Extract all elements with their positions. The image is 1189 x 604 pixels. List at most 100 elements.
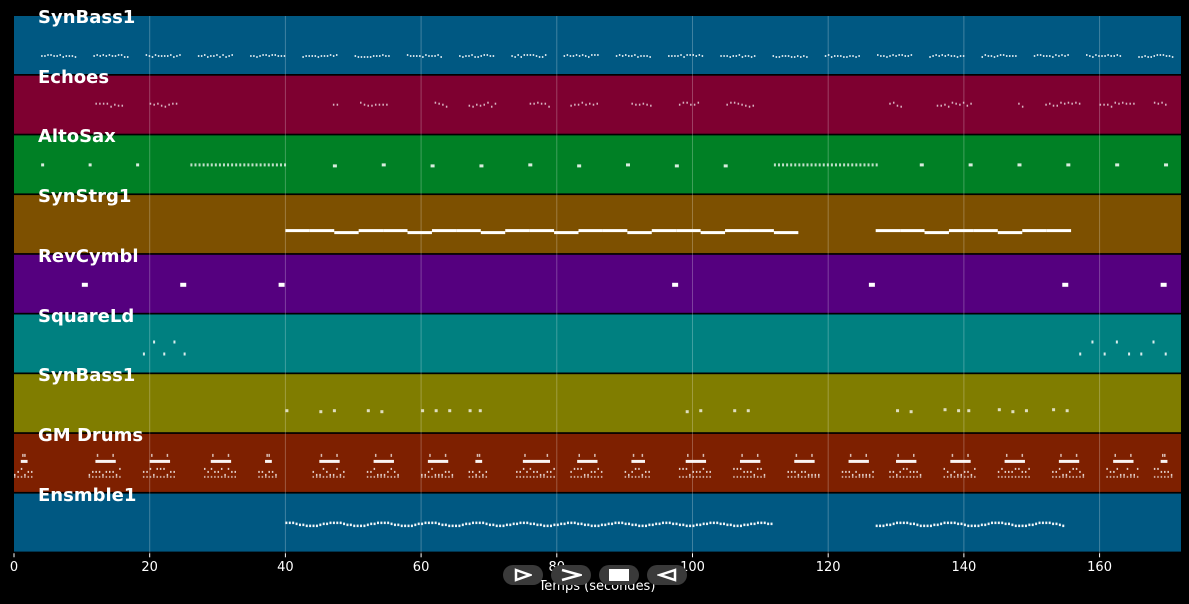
- note: [1079, 470, 1081, 473]
- note: [594, 54, 596, 56]
- note: [675, 522, 678, 526]
- note: [427, 475, 430, 478]
- note: [149, 467, 152, 470]
- note: [539, 475, 542, 478]
- note: [393, 470, 396, 473]
- back-button[interactable]: [647, 565, 687, 585]
- note: [760, 467, 762, 470]
- note: [635, 103, 637, 106]
- note: [393, 523, 396, 527]
- note: [916, 523, 919, 527]
- note: [906, 475, 908, 478]
- track-lane[interactable]: [14, 254, 1181, 313]
- note: [417, 522, 420, 526]
- note: [1160, 282, 1167, 287]
- stop-button[interactable]: [599, 565, 639, 585]
- note: [597, 524, 600, 528]
- note: [322, 467, 325, 470]
- note: [421, 475, 423, 478]
- note: [285, 229, 310, 233]
- note: [834, 163, 837, 167]
- track-lane[interactable]: [14, 314, 1181, 373]
- note: [24, 475, 26, 478]
- x-tick-label: 20: [141, 560, 158, 575]
- note: [577, 467, 579, 470]
- note: [308, 55, 310, 57]
- note: [1116, 467, 1119, 470]
- note: [578, 55, 581, 57]
- note: [883, 55, 885, 57]
- note: [295, 522, 298, 526]
- note: [1114, 101, 1117, 104]
- note: [202, 163, 205, 167]
- note: [312, 470, 315, 473]
- note: [689, 475, 691, 478]
- note: [794, 163, 797, 167]
- note: [767, 522, 770, 526]
- note: [532, 54, 535, 56]
- note: [88, 473, 91, 476]
- note: [468, 475, 471, 478]
- note: [574, 103, 576, 106]
- note: [234, 470, 237, 473]
- note: [746, 470, 749, 473]
- note: [540, 102, 543, 105]
- note: [322, 522, 325, 526]
- note: [709, 521, 712, 525]
- note: [991, 521, 994, 525]
- note: [1052, 470, 1054, 473]
- note: [1099, 103, 1102, 106]
- note: [600, 475, 603, 478]
- note: [419, 55, 421, 57]
- note: [1171, 56, 1174, 58]
- note: [373, 475, 376, 478]
- note: [1018, 102, 1020, 105]
- note: [332, 55, 335, 57]
- note: [339, 473, 342, 476]
- note: [434, 475, 437, 478]
- note: [963, 523, 966, 527]
- note: [455, 524, 458, 528]
- note: [1164, 453, 1166, 457]
- note: [730, 101, 732, 104]
- note: [827, 54, 830, 56]
- note: [1153, 101, 1156, 104]
- note: [1004, 522, 1007, 526]
- play-button[interactable]: [503, 565, 543, 585]
- note: [225, 56, 227, 58]
- note: [621, 521, 624, 525]
- note: [480, 55, 482, 57]
- note: [210, 475, 213, 478]
- note: [959, 55, 962, 57]
- note: [577, 103, 580, 106]
- note: [806, 163, 809, 167]
- note: [970, 102, 972, 105]
- note: [929, 524, 932, 528]
- note: [1160, 475, 1163, 478]
- note: [475, 473, 477, 476]
- forward-button[interactable]: [551, 565, 591, 585]
- note: [695, 470, 698, 473]
- note: [936, 523, 939, 527]
- track-lane[interactable]: [14, 195, 1181, 254]
- note: [309, 524, 312, 528]
- note: [374, 103, 377, 106]
- note: [376, 521, 379, 525]
- note: [476, 103, 478, 106]
- note: [381, 163, 386, 167]
- note: [1116, 54, 1119, 56]
- note: [1164, 475, 1166, 478]
- track-lane[interactable]: [14, 374, 1181, 433]
- note: [22, 453, 24, 457]
- note: [1159, 54, 1162, 56]
- note: [573, 475, 576, 478]
- track-lane[interactable]: [14, 16, 1181, 74]
- track-lane[interactable]: [14, 493, 1181, 552]
- note: [826, 163, 829, 167]
- note: [644, 475, 647, 478]
- track-lane[interactable]: [14, 135, 1181, 194]
- note: [951, 453, 954, 457]
- note: [1101, 55, 1103, 57]
- note: [1128, 352, 1131, 356]
- note: [149, 102, 152, 105]
